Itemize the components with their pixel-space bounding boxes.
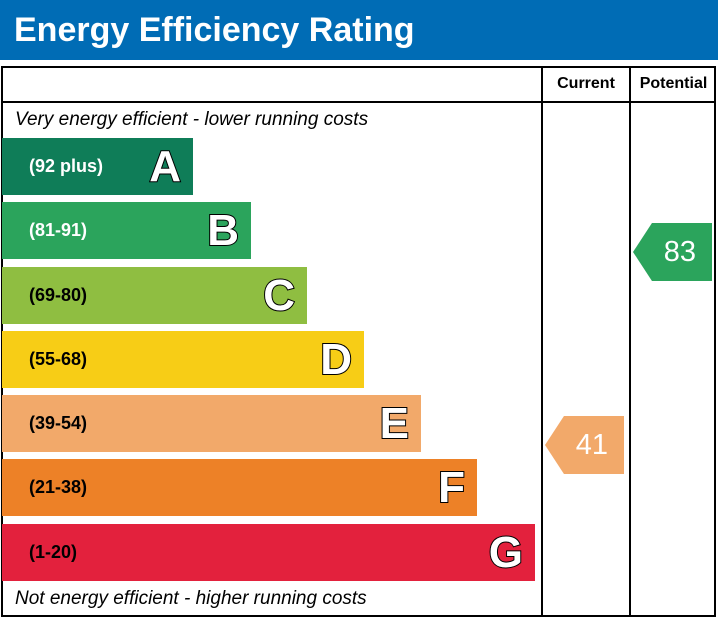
band-range: (92 plus) xyxy=(29,156,104,176)
band-range: (81-91) xyxy=(29,220,88,240)
band-letter: A xyxy=(148,141,182,192)
band-letter: E xyxy=(379,398,410,449)
band-bar-a: (92 plus) A xyxy=(2,138,193,195)
band-range: (69-80) xyxy=(29,285,88,305)
band-bar-d: (55-68) D xyxy=(2,331,364,388)
band-range: (39-54) xyxy=(29,413,88,433)
band-bar-e: (39-54) E xyxy=(2,395,421,452)
column-divider xyxy=(541,66,543,617)
band-bar-b: (81-91) B xyxy=(2,202,251,259)
column-header-current: Current xyxy=(557,75,615,92)
top-note: Very energy efficient - lower running co… xyxy=(15,109,369,130)
band-bar-c: (69-80) C xyxy=(2,267,307,324)
band-letter: G xyxy=(488,527,524,578)
band-letter: B xyxy=(206,205,240,256)
bottom-note: Not energy efficient - higher running co… xyxy=(15,588,367,609)
band-letter: C xyxy=(262,270,296,321)
potential-rating-arrow: 83 xyxy=(633,223,712,281)
band-range: (1-20) xyxy=(29,542,78,562)
header-divider xyxy=(1,101,716,103)
column-divider xyxy=(629,66,631,617)
band-letter: F xyxy=(437,462,466,513)
band-bar-g: (1-20) G xyxy=(2,524,535,581)
band-range: (21-38) xyxy=(29,477,88,497)
band-range: (55-68) xyxy=(29,349,88,369)
band-letter: D xyxy=(319,334,353,385)
chart-title: Energy Efficiency Rating xyxy=(0,0,718,60)
band-bar-f: (21-38) F xyxy=(2,459,477,516)
current-rating-arrow: 41 xyxy=(545,416,624,474)
column-header-potential: Potential xyxy=(639,75,708,92)
